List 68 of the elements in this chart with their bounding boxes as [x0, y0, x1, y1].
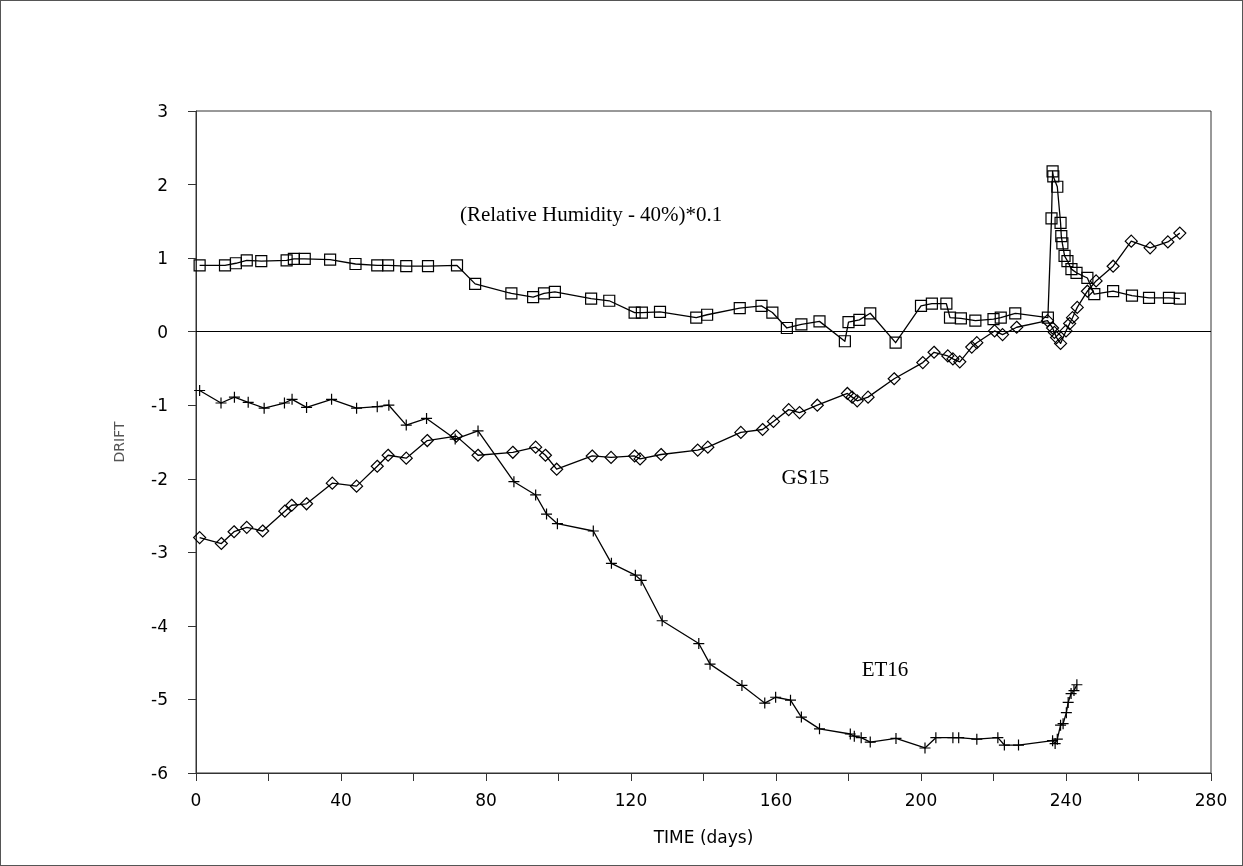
point: [952, 731, 965, 744]
point: [471, 424, 485, 438]
point: [587, 524, 600, 538]
point: [848, 730, 861, 743]
y-tick-label: -5: [151, 689, 168, 710]
x-tick-label: 80: [475, 789, 497, 810]
point: [228, 391, 241, 404]
point: [258, 402, 271, 415]
point: [784, 694, 797, 707]
y-tick-label: 1: [157, 248, 168, 269]
x-tick-label: 0: [190, 789, 202, 810]
point: [656, 614, 669, 627]
point: [278, 396, 291, 410]
point: [889, 732, 903, 745]
point: [214, 396, 228, 410]
x-tick-label: 200: [904, 789, 938, 810]
point: [813, 722, 826, 735]
point: [844, 727, 857, 741]
x-tick-label: 40: [330, 789, 352, 810]
point: [970, 733, 983, 746]
point: [1070, 678, 1083, 691]
y-axis-title: DRIFT: [111, 421, 127, 463]
point: [735, 679, 749, 692]
point: [703, 658, 717, 671]
point: [242, 396, 255, 409]
point: [855, 731, 868, 744]
y-tick-label: -2: [151, 468, 168, 489]
point: [864, 736, 877, 749]
point: [449, 432, 462, 446]
point: [758, 697, 771, 710]
point: [285, 393, 299, 406]
y-tick-label: -1: [151, 395, 168, 416]
point: [918, 741, 932, 755]
text: ET16: [861, 657, 909, 682]
point: [1060, 706, 1073, 719]
x-tick-label: 160: [759, 789, 793, 810]
point: [1012, 738, 1025, 752]
point: [1051, 733, 1064, 746]
point: [371, 400, 384, 413]
x-axis-title: TIME (days): [652, 826, 754, 847]
y-tick-label: -4: [151, 615, 168, 636]
point: [325, 393, 338, 406]
series-label: (Relative Humidity - 40%)*0.1: [459, 201, 723, 226]
point: [529, 488, 542, 502]
point: [540, 507, 553, 521]
point: [1062, 696, 1075, 709]
y-tick-label: -3: [151, 542, 168, 563]
y-tick-label: -6: [151, 763, 168, 783]
point: [795, 711, 808, 724]
point: [400, 418, 413, 432]
point: [551, 517, 564, 530]
point: [193, 384, 206, 397]
series-label: GS15: [781, 465, 830, 490]
point: [507, 475, 521, 488]
point: [420, 412, 433, 425]
y-tick-label: 0: [157, 321, 168, 342]
x-tick-label: 280: [1194, 789, 1228, 810]
point: [300, 401, 313, 414]
y-tick-label: 2: [157, 174, 168, 195]
y-tick-label: 3: [157, 101, 168, 121]
point: [692, 637, 705, 650]
x-tick-label: 240: [1049, 789, 1083, 810]
point: [929, 731, 942, 744]
point: [769, 691, 782, 704]
point: [605, 557, 618, 570]
point: [382, 399, 395, 412]
point: [350, 402, 363, 415]
x-tick-label: 120: [614, 789, 648, 810]
